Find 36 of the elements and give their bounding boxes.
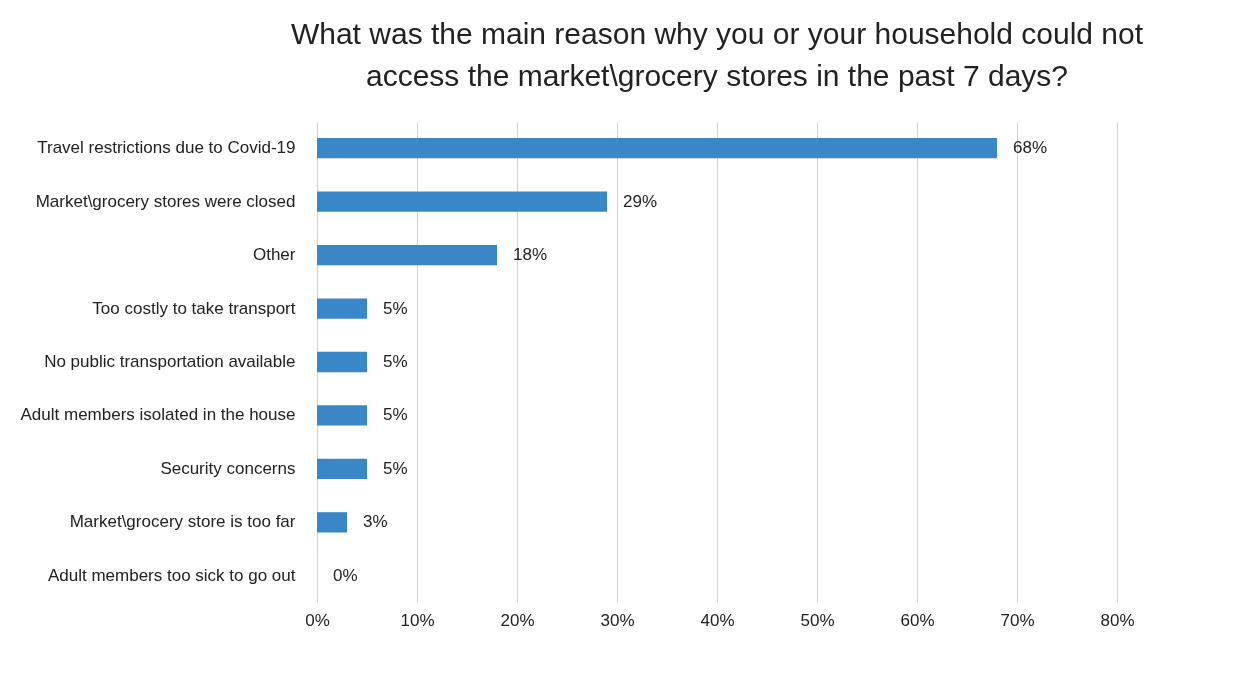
y-tick-label: Travel restrictions due to Covid-19 — [37, 138, 296, 158]
x-tick-label: 20% — [500, 610, 535, 630]
bar — [317, 191, 607, 212]
y-tick-label: No public transportation available — [44, 352, 296, 371]
x-tick-label: 10% — [400, 610, 435, 630]
data-label: 3% — [363, 512, 388, 532]
data-label: 0% — [333, 565, 358, 585]
data-label: 68% — [1013, 138, 1048, 158]
chart-title: What was the main reason why you or your household could not access the market\grocery stores in the past 7 days? — [290, 17, 1144, 92]
data-label: 29% — [623, 191, 658, 211]
x-tick-label: 40% — [700, 610, 735, 630]
data-label: 5% — [383, 298, 408, 318]
data-label: 5% — [383, 405, 408, 425]
bar — [317, 512, 347, 533]
data-label: 5% — [383, 458, 408, 478]
data-label: 5% — [383, 352, 408, 371]
x-tick-label: 60% — [900, 610, 935, 630]
y-tick-label: Market\grocery stores were closed — [35, 191, 296, 211]
x-tick-label: 70% — [1000, 610, 1035, 630]
bar — [317, 458, 367, 480]
bar — [317, 244, 497, 266]
x-tick-label: 0% — [305, 610, 330, 630]
y-tick-label: Security concerns — [160, 458, 296, 478]
x-tick-label: 50% — [800, 610, 835, 630]
y-tick-label: Other — [252, 245, 296, 265]
bar — [317, 138, 997, 159]
data-label: 18% — [513, 245, 548, 265]
y-tick-label: Market\grocery store is too far — [69, 512, 296, 532]
bar — [317, 405, 367, 426]
x-tick-label: 80% — [1100, 610, 1135, 630]
y-tick-label: Too costly to take transport — [92, 298, 296, 318]
bar — [317, 298, 367, 319]
x-tick-label: 30% — [600, 610, 635, 630]
bar — [317, 351, 367, 373]
y-tick-label: Adult members too sick to go out — [47, 565, 296, 585]
y-tick-label: Adult members isolated in the house — [20, 405, 296, 425]
